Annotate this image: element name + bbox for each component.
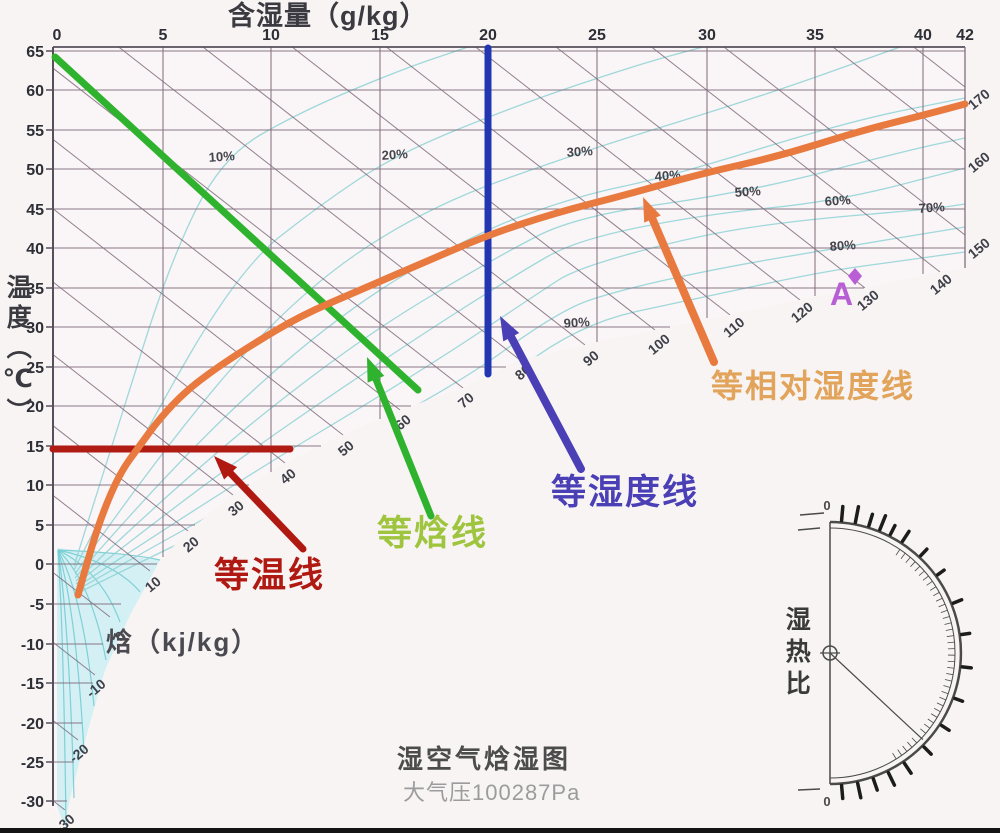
bottom-border-bar (0, 828, 1000, 833)
axis-tick-labels: 65605550454035302520151050-5-10-15-20-25… (21, 27, 974, 811)
svg-text:0: 0 (823, 498, 830, 513)
svg-text:10%: 10% (208, 148, 235, 165)
svg-text:80%: 80% (829, 237, 856, 254)
svg-text:0: 0 (823, 794, 830, 809)
svg-text:10: 10 (26, 478, 44, 495)
svg-text:20: 20 (479, 27, 497, 44)
svg-text:40: 40 (26, 241, 44, 258)
axes (52, 46, 966, 806)
x-axis-title: 含湿量（g/kg） (228, 1, 428, 31)
isotherm-label: 等温线 (214, 556, 326, 595)
svg-text:35: 35 (26, 281, 44, 298)
chart-title: 湿空气焓湿图 (397, 744, 572, 774)
svg-text:-30: -30 (21, 794, 44, 811)
svg-text:-15: -15 (21, 676, 44, 693)
svg-text:25: 25 (26, 360, 44, 377)
svg-text:-10: -10 (21, 637, 44, 654)
svg-text:50: 50 (26, 162, 44, 179)
svg-text:-5: -5 (30, 597, 44, 614)
point-a-label: A (830, 276, 854, 312)
svg-text:-25: -25 (21, 755, 44, 772)
chart-region (53, 47, 965, 810)
pressure-note: 大气压100287Pa (403, 780, 581, 805)
svg-text:35: 35 (806, 27, 824, 44)
iso-moisture-label: 等湿度线 (551, 473, 700, 512)
svg-text:30: 30 (698, 27, 716, 44)
svg-text:45: 45 (26, 202, 44, 219)
svg-text:55: 55 (26, 123, 44, 140)
svg-text:90%: 90% (563, 314, 590, 331)
svg-text:50%: 50% (734, 183, 761, 200)
svg-text:0: 0 (35, 557, 44, 574)
iso-rh-label: 等相对湿度线 (711, 368, 916, 404)
svg-text:40: 40 (914, 27, 932, 44)
isenthalpy-line (51, 53, 422, 394)
svg-text:30%: 30% (566, 143, 593, 160)
svg-text:20%: 20% (381, 146, 408, 163)
sensible-heat-ratio-label: 湿热比 (782, 606, 811, 702)
annotation-arrows (214, 197, 718, 553)
rh-value-labels: 10% 20% 30%40%50%60% 70%80%90% (208, 143, 945, 331)
svg-text:5: 5 (159, 27, 168, 44)
y-axis-title: 温度（℃） (3, 274, 32, 428)
svg-text:10: 10 (262, 27, 280, 44)
enthalpy-axis-title: 焓（kj/kg） (106, 627, 260, 657)
highlight-lines (49, 44, 969, 599)
svg-text:15: 15 (371, 27, 389, 44)
svg-text:20: 20 (26, 399, 44, 416)
svg-text:-20: -20 (21, 716, 44, 733)
svg-text:60%: 60% (824, 192, 851, 209)
svg-text:70%: 70% (918, 199, 945, 216)
svg-text:0: 0 (53, 27, 62, 44)
svg-text:60: 60 (26, 83, 44, 100)
shr-protractor: 00 (797, 498, 973, 809)
svg-text:15: 15 (26, 439, 44, 456)
svg-text:42: 42 (956, 27, 974, 44)
svg-text:30: 30 (26, 320, 44, 337)
iso-rh-line (74, 100, 969, 599)
svg-text:5: 5 (35, 518, 44, 535)
svg-text:25: 25 (588, 27, 606, 44)
isenthalpy-label: 等焓线 (377, 514, 489, 553)
svg-text:65: 65 (26, 44, 44, 61)
point-a-marker (848, 268, 862, 285)
